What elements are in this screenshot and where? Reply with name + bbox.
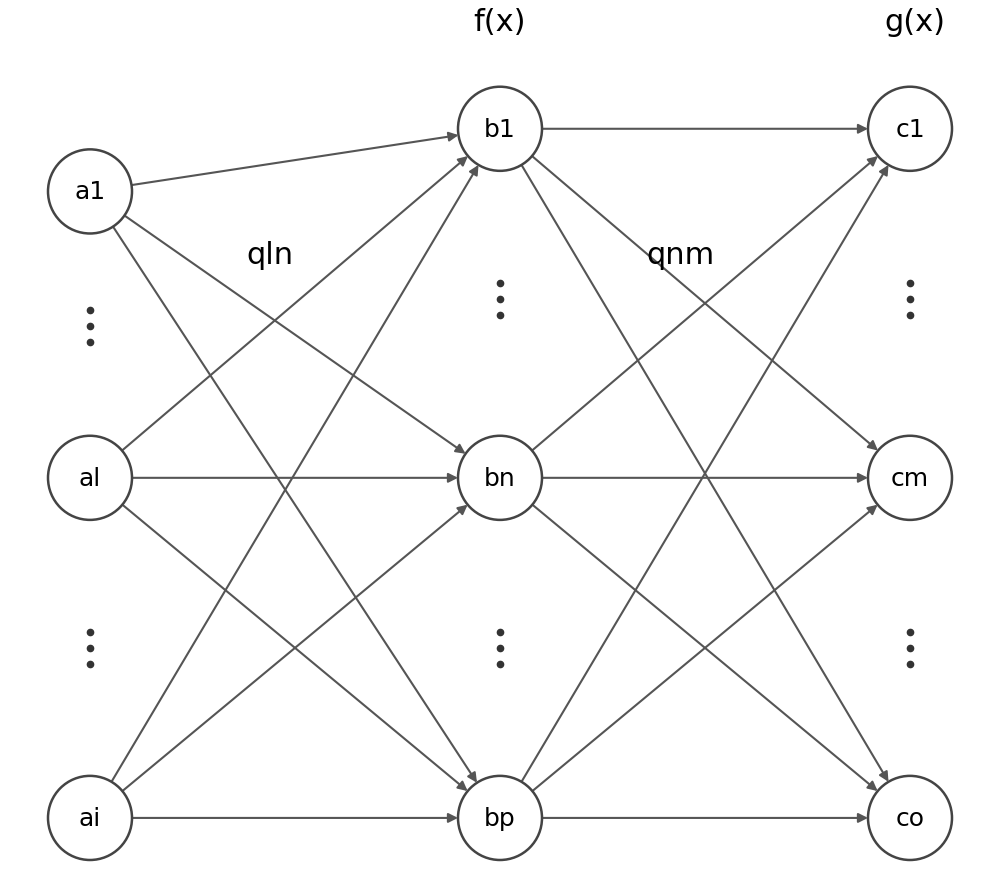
Ellipse shape (48, 150, 132, 234)
Ellipse shape (48, 776, 132, 860)
Text: al: al (79, 467, 101, 490)
Text: bp: bp (484, 806, 516, 830)
Text: co: co (896, 806, 924, 830)
Ellipse shape (458, 88, 542, 172)
Ellipse shape (868, 436, 952, 520)
Text: c1: c1 (895, 118, 925, 141)
Text: cm: cm (891, 467, 929, 490)
Text: qnm: qnm (646, 240, 714, 269)
Ellipse shape (48, 436, 132, 520)
Ellipse shape (458, 436, 542, 520)
Text: ai: ai (79, 806, 101, 830)
Text: a1: a1 (74, 181, 106, 204)
Text: qln: qln (246, 240, 294, 269)
Text: bn: bn (484, 467, 516, 490)
Text: f(x): f(x) (474, 8, 526, 37)
Text: g(x): g(x) (885, 8, 946, 37)
Text: b1: b1 (484, 118, 516, 141)
Ellipse shape (868, 776, 952, 860)
Ellipse shape (868, 88, 952, 172)
Ellipse shape (458, 776, 542, 860)
